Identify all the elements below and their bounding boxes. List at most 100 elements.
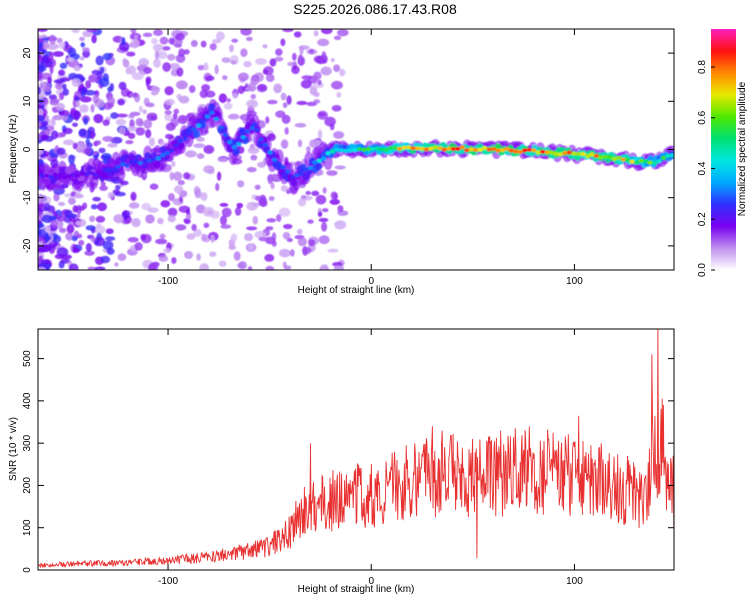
noise-blob [113, 214, 125, 224]
noise-blob [230, 60, 237, 65]
noise-blob [172, 113, 178, 119]
noise-blob [105, 228, 114, 235]
noise-blob [127, 237, 139, 243]
noise-blob [171, 257, 177, 264]
noise-blob [308, 48, 315, 54]
noise-blob [82, 47, 90, 52]
noise-blob [80, 96, 92, 103]
ridge-core [589, 152, 595, 157]
noise-blob [246, 226, 258, 231]
noise-blob [91, 69, 101, 75]
noise-blob [282, 261, 287, 269]
noise-blob [97, 202, 107, 212]
ridge-core [236, 142, 242, 147]
ridge-core [522, 148, 528, 153]
noise-blob [157, 217, 164, 225]
noise-blob [67, 213, 77, 219]
noise-blob [49, 99, 59, 106]
noise-blob [216, 171, 222, 181]
noise-blob [166, 53, 176, 61]
noise-blob [109, 83, 115, 92]
noise-blob [148, 262, 159, 270]
ridge-core [258, 137, 264, 142]
noise-blob [298, 45, 310, 51]
ridge-core [450, 146, 456, 151]
ridge-core [540, 149, 546, 154]
ridge-core [616, 155, 622, 160]
colorbar-label: Normalized spectral amplitude [737, 81, 748, 216]
noise-blob [199, 89, 208, 99]
noise-blob [94, 266, 106, 270]
noise-blob [71, 29, 80, 34]
noise-blob [48, 51, 54, 62]
noise-blob [117, 98, 125, 106]
noise-blob [145, 76, 152, 85]
ridge-core [446, 146, 452, 151]
y-tick-label: 10 [22, 95, 33, 107]
noise-blob [196, 153, 205, 160]
ridge-band [153, 160, 161, 169]
noise-blob [115, 184, 121, 191]
noise-blob [72, 247, 80, 253]
noise-blob [247, 243, 255, 251]
noise-blob [201, 84, 211, 92]
noise-blob [254, 230, 267, 239]
noise-blob [308, 239, 316, 247]
noise-blob [127, 132, 136, 140]
noise-blob [164, 86, 174, 96]
noise-blob [248, 82, 257, 92]
ridge-core [151, 157, 157, 162]
noise-blob [176, 67, 184, 77]
noise-blob [110, 112, 119, 119]
ridge-core [571, 151, 577, 156]
ridge-core [374, 146, 380, 151]
ridge-core [160, 153, 166, 158]
noise-blob [130, 191, 137, 201]
snr-y-axis-label: SNR (10 * v/v) [8, 417, 19, 481]
noise-blob [78, 128, 87, 137]
ridge-core [200, 119, 206, 124]
noise-blob [53, 193, 60, 202]
noise-blob [43, 235, 52, 241]
ridge-core [227, 140, 233, 145]
noise-blob [151, 85, 157, 96]
noise-blob [205, 75, 215, 81]
noise-blob [49, 34, 56, 45]
noise-blob [59, 62, 68, 69]
noise-blob [195, 136, 205, 142]
ridge-core [88, 170, 94, 175]
noise-blob [100, 181, 106, 187]
noise-blob [246, 99, 259, 109]
ridge-core [558, 152, 564, 157]
y-tick-label: 0 [22, 146, 33, 152]
ridge-core [584, 154, 591, 159]
noise-blob [118, 81, 127, 91]
colorbar-tick-label: 0.2 [697, 212, 708, 226]
noise-blob [117, 253, 127, 261]
ridge-core [486, 147, 492, 152]
noise-blob [66, 224, 75, 234]
noise-blob [84, 89, 96, 96]
ridge-core [482, 145, 488, 150]
ridge-core [119, 162, 126, 167]
ridge-core [495, 148, 501, 153]
ridge-core [397, 146, 403, 151]
noise-blob [234, 207, 242, 216]
noise-blob [114, 262, 119, 267]
noise-blob [280, 139, 289, 149]
noise-blob [167, 207, 178, 217]
noise-blob [296, 228, 303, 235]
noise-blob [218, 93, 228, 104]
noise-blob [105, 236, 116, 241]
noise-blob [79, 56, 85, 61]
noise-blob [71, 78, 82, 87]
ridge-core [566, 150, 573, 155]
ridge-core [312, 160, 318, 165]
noise-blob [87, 266, 97, 270]
ridge-band [314, 162, 322, 171]
noise-blob [329, 123, 335, 131]
noise-blob [331, 104, 342, 112]
noise-blob [245, 36, 253, 42]
ridge-core [656, 159, 662, 164]
ridge-core [48, 174, 54, 179]
